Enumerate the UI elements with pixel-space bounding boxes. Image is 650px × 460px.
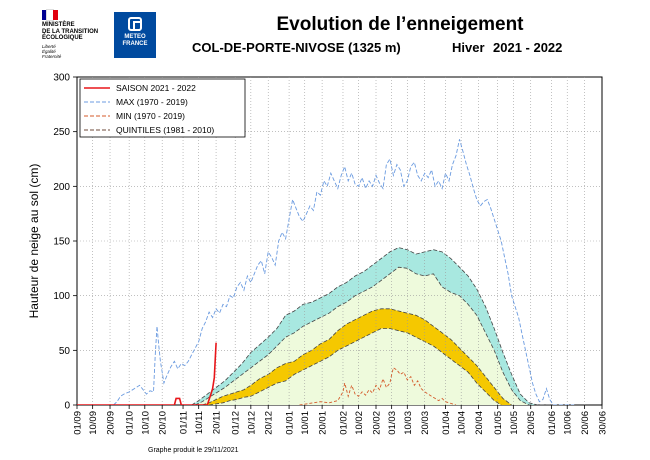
series-season-line <box>77 342 217 405</box>
x-tick-label-30: 30/06 <box>598 411 609 435</box>
x-tick-label-17: 20/02 <box>372 411 383 435</box>
x-tick-label-1: 10/09 <box>88 411 99 435</box>
legend-label-1: MAX (1970 - 2019) <box>116 97 188 107</box>
x-tick-label-8: 20/11 <box>212 411 223 434</box>
quintile-line-0 <box>191 247 556 405</box>
x-tick-label-4: 10/10 <box>140 411 151 435</box>
x-tick-label-23: 20/04 <box>474 411 485 435</box>
legend-label-0: SAISON 2021 - 2022 <box>116 83 196 93</box>
x-tick-label-13: 10/01 <box>300 411 311 435</box>
x-tick-label-22: 10/04 <box>457 411 468 435</box>
republique-francaise-logo: MINISTÈRE DE LA TRANSITION ÉCOLOGIQUE Li… <box>42 9 108 59</box>
x-tick-label-9: 01/12 <box>231 411 242 435</box>
ministry-motto: Liberté Égalité Fraternité <box>42 43 62 59</box>
x-tick-label-14: 20/01 <box>318 411 329 435</box>
meteo-france-mark-icon <box>128 17 142 31</box>
y-tick-label-250: 250 <box>53 127 70 138</box>
x-tick-label-2: 20/09 <box>106 411 117 435</box>
produced-date: Graphe produit le 29/11/2021 <box>148 447 239 454</box>
season-years: 2021 - 2022 <box>493 40 563 55</box>
x-tick-label-20: 20/03 <box>420 411 431 435</box>
x-tick-label-28: 10/06 <box>563 411 574 435</box>
meteo-france-logo: METEO FRANCE <box>114 12 156 58</box>
x-tick-label-29: 20/06 <box>580 411 591 435</box>
x-tick-label-7: 10/11 <box>194 411 205 434</box>
x-tick-label-11: 20/12 <box>264 411 275 435</box>
x-tick-label-10: 10/12 <box>246 411 257 435</box>
legend-label-3: QUINTILES (1981 - 2010) <box>116 125 214 135</box>
ministry-name: MINISTÈRE DE LA TRANSITION ÉCOLOGIQUE <box>42 22 99 41</box>
y-tick-label-200: 200 <box>53 182 70 193</box>
x-tick-label-19: 10/03 <box>403 411 414 435</box>
flag-blue <box>42 10 48 20</box>
legend-label-2: MIN (1970 - 2019) <box>116 111 185 121</box>
series-max-line <box>113 139 575 405</box>
x-tick-label-5: 20/10 <box>158 411 169 435</box>
plot-area <box>77 77 602 405</box>
y-tick-label-100: 100 <box>53 291 70 302</box>
chart-title: Evolution de l’enneigement <box>276 14 524 35</box>
season-label: Hiver <box>452 40 485 55</box>
y-tick-label-150: 150 <box>53 237 70 248</box>
x-tick-label-26: 20/05 <box>526 411 537 435</box>
x-tick-label-21: 01/04 <box>441 411 452 435</box>
x-tick-label-24: 01/05 <box>493 411 504 435</box>
x-tick-label-25: 10/05 <box>509 411 520 435</box>
quintile-line-1 <box>195 266 547 405</box>
quintile-band-low <box>209 328 502 405</box>
station-name: COL-DE-PORTE-NIVOSE (1325 m) <box>192 40 401 55</box>
x-tick-label-27: 01/06 <box>547 411 558 435</box>
quintile-line-3 <box>209 328 502 405</box>
y-axis-label: Hauteur de neige au sol (cm) <box>27 164 41 319</box>
y-tick-label-0: 0 <box>64 401 70 412</box>
flag-white <box>46 9 54 21</box>
x-tick-label-15: 01/02 <box>338 411 349 435</box>
x-tick-label-16: 10/02 <box>354 411 365 435</box>
y-tick-label-50: 50 <box>59 346 71 357</box>
french-flag-icon <box>42 9 58 21</box>
flag-red <box>52 10 58 20</box>
x-tick-label-3: 01/10 <box>125 411 136 435</box>
y-tick-label-300: 300 <box>53 73 70 84</box>
x-tick-label-12: 01/01 <box>285 411 296 435</box>
x-tick-label-0: 01/09 <box>73 411 84 435</box>
meteo-france-label: METEO FRANCE <box>122 34 148 47</box>
quintile-line-2 <box>202 308 512 405</box>
x-tick-label-18: 01/03 <box>387 411 398 435</box>
x-tick-label-6: 01/11 <box>179 411 190 434</box>
